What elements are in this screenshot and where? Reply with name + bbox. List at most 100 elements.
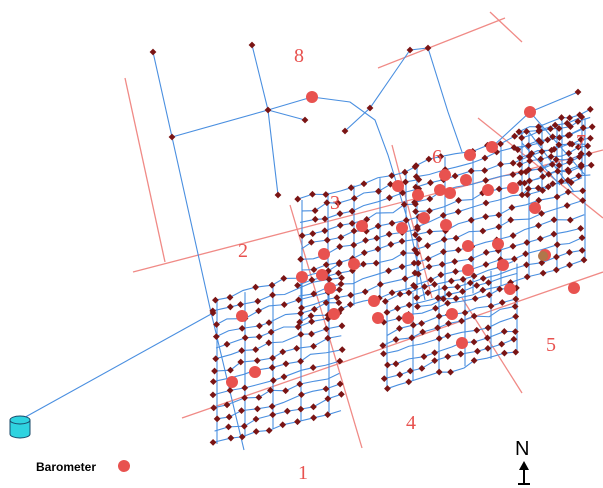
junction-node (427, 276, 435, 284)
junction-node (336, 380, 344, 388)
junction-node (415, 235, 423, 243)
junction-node (398, 263, 406, 271)
junction-node (549, 133, 557, 141)
pipe-segment (214, 335, 342, 372)
junction-node (149, 48, 157, 56)
junction-node (484, 324, 492, 332)
zone-boundary-line (489, 11, 523, 43)
junction-node (518, 134, 526, 142)
junction-node (412, 208, 420, 215)
junction-node (307, 312, 315, 320)
junction-node (482, 177, 490, 184)
junction-node (401, 275, 409, 283)
barometer-marker (440, 219, 452, 231)
junction-node (444, 332, 452, 340)
junction-node (437, 153, 445, 160)
junction-node (496, 285, 504, 293)
junction-node (376, 280, 384, 288)
barometer-markers (226, 91, 580, 388)
pipe-segment (217, 383, 341, 420)
junction-node (279, 348, 287, 356)
junction-node (444, 353, 452, 361)
barometer-marker (396, 222, 408, 234)
junction-node (512, 295, 520, 303)
junction-node (268, 281, 276, 289)
junction-node (553, 241, 561, 249)
reservoir-tank-icon (9, 415, 31, 439)
junction-node (322, 191, 330, 198)
junction-node (511, 303, 519, 310)
junction-node (410, 259, 418, 267)
junction-node (255, 307, 262, 315)
junction-node (578, 234, 586, 242)
junction-node (265, 427, 273, 434)
legend-barometer-label: Barometer (36, 460, 96, 474)
junction-node (523, 273, 531, 281)
junction-node (226, 387, 234, 394)
junction-node (297, 357, 305, 365)
junction-node (514, 146, 522, 154)
junction-node (350, 194, 358, 202)
junction-node (223, 340, 231, 348)
junction-node (457, 350, 465, 358)
junction-node (280, 373, 288, 381)
junction-node (576, 111, 584, 119)
junction-node (563, 202, 571, 209)
junction-node (322, 385, 330, 393)
junction-node (424, 242, 432, 250)
pipe-segment (216, 302, 339, 338)
junction-node (238, 433, 246, 441)
junction-node (406, 367, 414, 375)
north-arrow: N (515, 438, 530, 485)
junction-node (237, 301, 244, 308)
junction-node (554, 167, 562, 175)
junction-node (425, 155, 433, 163)
junction-node (459, 275, 467, 283)
junction-node (323, 236, 331, 244)
junction-node (348, 219, 356, 227)
pipe-segment (521, 174, 591, 196)
junction-node (392, 336, 400, 343)
junction-node (310, 342, 317, 350)
junction-node (538, 148, 546, 155)
junction-node (209, 378, 217, 385)
junction-node (445, 290, 453, 298)
junction-node (267, 328, 275, 336)
junction-node (426, 195, 434, 203)
junction-node (575, 172, 583, 180)
pipe-segment (344, 49, 411, 132)
north-label: N (515, 438, 529, 460)
barometer-marker (507, 182, 519, 194)
junction-node (309, 364, 317, 371)
junction-node (238, 347, 246, 354)
junction-node (452, 268, 459, 275)
barometer-legend-icon (118, 460, 130, 472)
barometer-marker (402, 312, 414, 324)
junction-node (432, 304, 439, 312)
junction-node (579, 124, 587, 132)
barometer-marker (296, 271, 308, 283)
junction-node (426, 228, 434, 236)
pipe-segment (212, 360, 340, 396)
junction-node (347, 291, 355, 299)
junction-node (526, 177, 533, 185)
junction-node (470, 357, 478, 364)
junction-node (265, 319, 273, 326)
junction-node (510, 335, 518, 343)
barometer-marker (464, 149, 476, 161)
junction-node (435, 335, 443, 342)
junction-node (474, 347, 481, 355)
junction-node (308, 318, 316, 325)
junction-node (512, 313, 520, 320)
junction-node (309, 230, 317, 238)
junction-node (269, 377, 277, 384)
junction-node (311, 215, 319, 223)
junction-node (308, 330, 315, 338)
junction-node (301, 116, 309, 124)
junction-node (209, 439, 217, 446)
junction-node (256, 322, 263, 330)
junction-node (547, 153, 555, 161)
junction-node (435, 368, 443, 376)
junction-node (587, 161, 595, 169)
junction-node (495, 211, 503, 219)
